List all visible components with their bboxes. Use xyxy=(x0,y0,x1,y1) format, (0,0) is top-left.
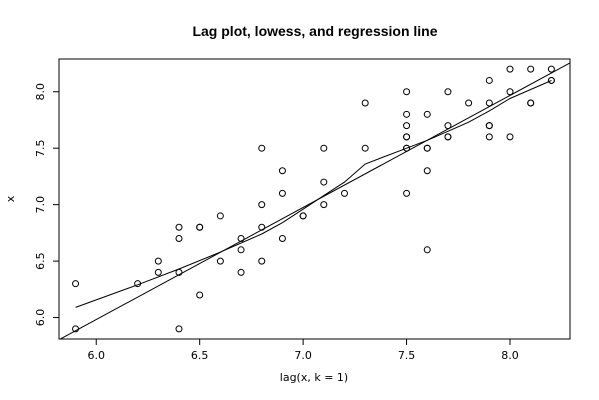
data-point xyxy=(423,110,431,118)
data-point xyxy=(485,76,493,84)
data-point xyxy=(465,99,473,107)
x-axis: 6.0 6.5 7.0 7.5 8.0 xyxy=(87,339,519,362)
data-point xyxy=(216,212,224,220)
data-point xyxy=(320,201,328,209)
data-point xyxy=(175,268,183,276)
y-tick-label: 8.0 xyxy=(34,83,47,101)
data-point xyxy=(527,65,535,73)
data-point xyxy=(72,325,80,333)
data-point xyxy=(547,65,555,73)
data-point xyxy=(403,189,411,197)
data-point xyxy=(403,110,411,118)
data-point xyxy=(196,291,204,299)
data-point xyxy=(361,144,369,152)
data-point xyxy=(237,268,245,276)
data-point xyxy=(547,76,555,84)
data-point xyxy=(320,178,328,186)
data-point xyxy=(175,325,183,333)
data-point xyxy=(485,122,493,130)
y-tick-label: 7.5 xyxy=(34,139,47,157)
data-point xyxy=(506,65,514,73)
data-point xyxy=(196,223,204,231)
data-points xyxy=(72,65,555,333)
data-point xyxy=(485,133,493,141)
data-point xyxy=(72,280,80,288)
data-point xyxy=(423,167,431,175)
data-point xyxy=(403,144,411,152)
x-tick-label: 7.0 xyxy=(294,349,312,362)
plot-frame xyxy=(58,58,571,340)
data-point xyxy=(423,144,431,152)
data-point xyxy=(527,99,535,107)
data-point xyxy=(258,144,266,152)
y-axis: 6.0 6.5 7.0 7.5 8.0 xyxy=(34,83,59,326)
data-point xyxy=(278,189,286,197)
data-point xyxy=(175,235,183,243)
y-tick-label: 6.0 xyxy=(34,309,47,327)
data-point xyxy=(154,268,162,276)
data-point xyxy=(444,133,452,141)
data-point xyxy=(403,133,411,141)
plot-area xyxy=(59,62,570,339)
data-point xyxy=(423,246,431,254)
data-point xyxy=(403,88,411,96)
data-point xyxy=(444,88,452,96)
x-tick-label: 8.0 xyxy=(501,349,519,362)
data-point xyxy=(299,212,307,220)
data-point xyxy=(258,201,266,209)
y-tick-label: 7.0 xyxy=(34,196,47,214)
data-point xyxy=(134,280,142,288)
data-point xyxy=(340,189,348,197)
chart-title: Lag plot, lowess, and regression line xyxy=(192,23,437,39)
y-axis-label: x xyxy=(4,195,17,202)
data-point xyxy=(485,99,493,107)
x-tick-label: 7.5 xyxy=(398,349,416,362)
data-point xyxy=(444,122,452,130)
data-point xyxy=(258,223,266,231)
x-axis-label: lag(x, k = 1) xyxy=(280,371,348,384)
data-point xyxy=(506,88,514,96)
data-point xyxy=(237,235,245,243)
data-point xyxy=(154,257,162,265)
y-tick-label: 6.5 xyxy=(34,252,47,270)
x-tick-label: 6.5 xyxy=(191,349,209,362)
data-point xyxy=(320,144,328,152)
x-tick-label: 6.0 xyxy=(87,349,105,362)
data-point xyxy=(278,235,286,243)
data-point xyxy=(175,223,183,231)
lowess-line xyxy=(75,80,552,308)
data-point xyxy=(278,167,286,175)
data-point xyxy=(361,99,369,107)
data-point xyxy=(506,133,514,141)
data-point xyxy=(216,257,224,265)
data-point xyxy=(237,246,245,254)
data-point xyxy=(403,122,411,130)
data-point xyxy=(258,257,266,265)
